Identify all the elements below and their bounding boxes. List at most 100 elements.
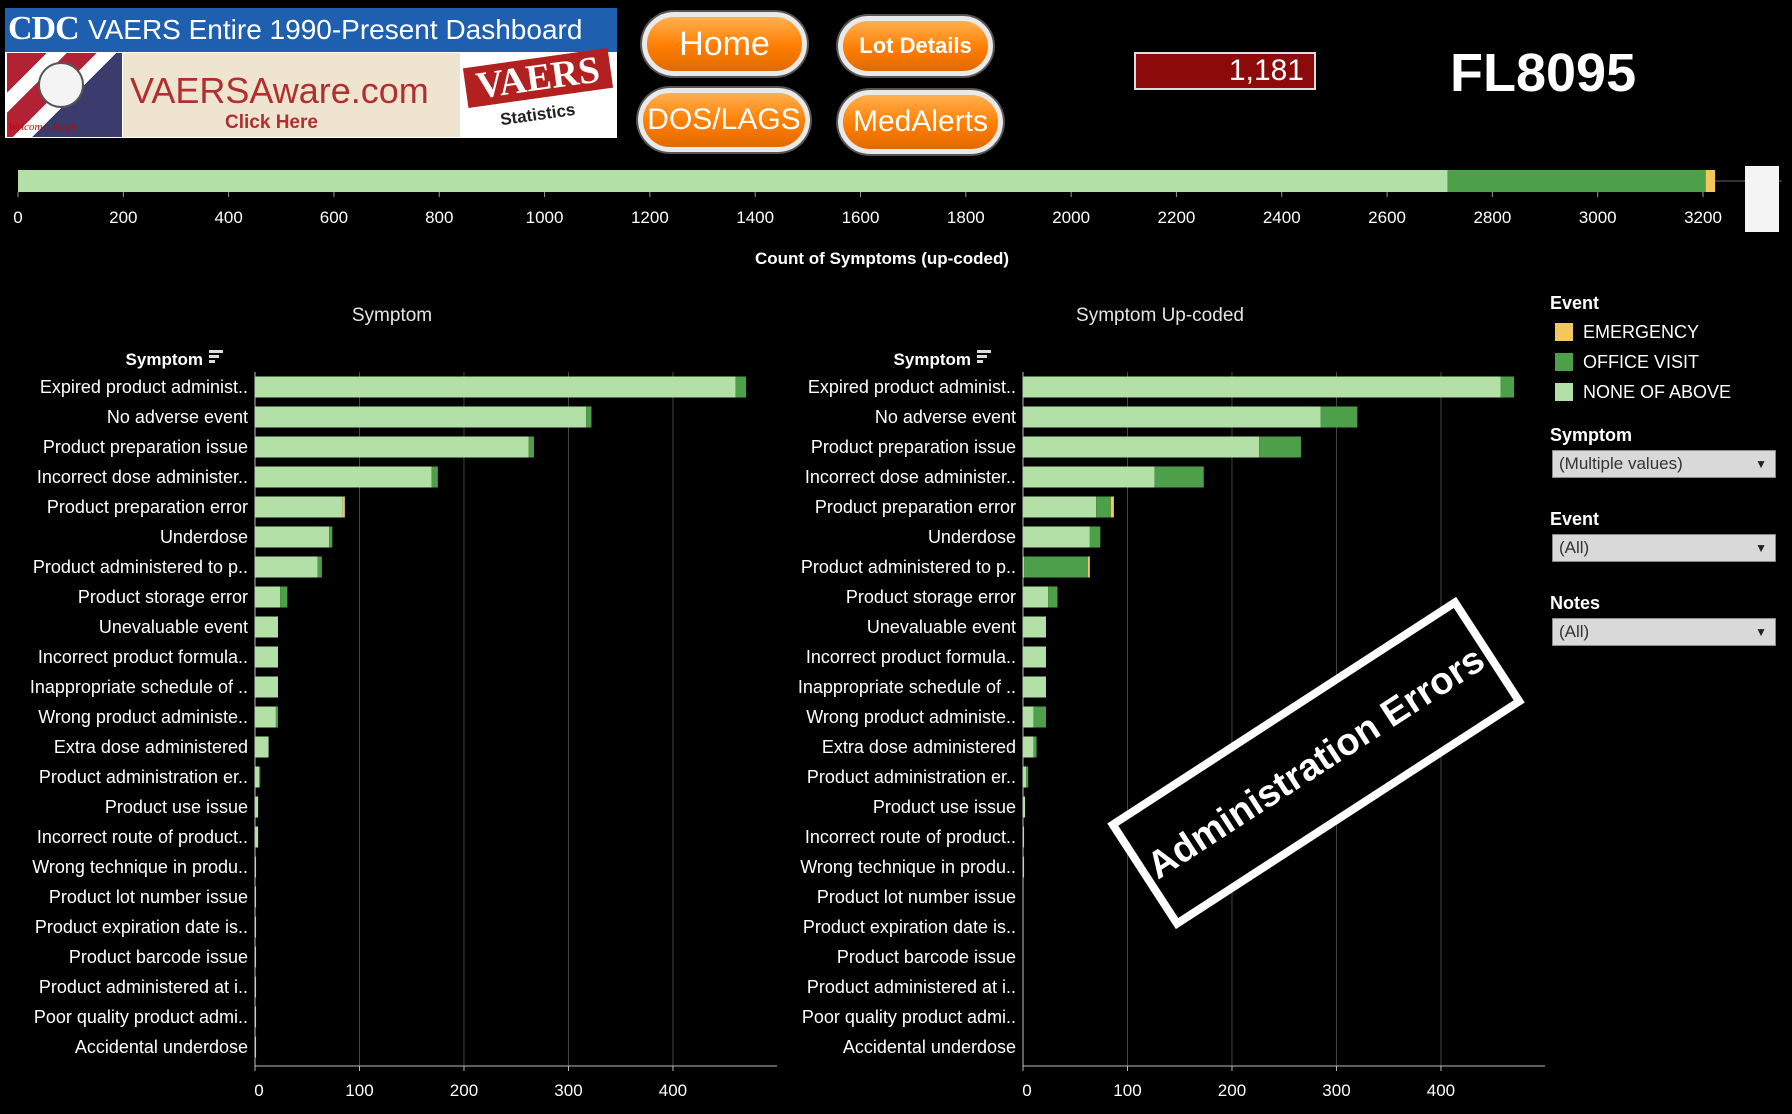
total-tick-label: 1600 (842, 208, 880, 227)
symptom-upcoded-category-label: Product barcode issue (837, 947, 1016, 967)
symptom-tick-label: 300 (554, 1081, 582, 1100)
total-tick-label: 400 (214, 208, 242, 227)
symptom-upcoded-category-label: Product administered to p.. (801, 557, 1016, 577)
chevron-down-icon[interactable]: ▼ (1755, 625, 1767, 639)
symptom-category-label: Underdose (160, 527, 248, 547)
total-tick-label: 1200 (631, 208, 669, 227)
symptom-upcoded-category-label: Wrong technique in produ.. (800, 857, 1016, 877)
symptom-bar-segment (259, 766, 261, 788)
home-button[interactable]: Home (642, 12, 807, 76)
symptom-bar-segment (255, 676, 278, 698)
total-axis-title: Count of Symptoms (up-coded) (755, 249, 1009, 268)
symptom-bar-segment (255, 916, 257, 938)
symptom-tick-label: 0 (254, 1081, 263, 1100)
total-tick-label: 200 (109, 208, 137, 227)
symptom-category-label: Wrong technique in produ.. (32, 857, 248, 877)
symptom-bar-segment (255, 586, 281, 608)
symptom-upcoded-category-label: Expired product administ.. (808, 377, 1016, 397)
total-tick-label: 800 (425, 208, 453, 227)
symptom-upcoded-category-label: Product storage error (846, 587, 1016, 607)
symptom-upcoded-bar-segment (1023, 676, 1046, 698)
symptom-upcoded-category-label: Incorrect route of product.. (805, 827, 1016, 847)
dos-lags-button[interactable]: DOS/LAGS (638, 88, 810, 152)
legend-item-none-of-above[interactable]: NONE OF ABOVE (1555, 382, 1731, 403)
symptom-upcoded-category-label: Product lot number issue (817, 887, 1016, 907)
legend-label-emergency: EMERGENCY (1583, 322, 1700, 342)
symptom-category-label: Product lot number issue (49, 887, 248, 907)
symptom-upcoded-bar-segment (1023, 376, 1501, 398)
symptom-upcoded-bar-segment (1026, 766, 1029, 788)
symptom-upcoded-tick-label: 0 (1022, 1081, 1031, 1100)
symptom-category-label: Wrong product administe.. (38, 707, 248, 727)
total-bar-segment-office-visit (1447, 170, 1706, 192)
symptom-upcoded-bar-segment (1023, 616, 1046, 638)
sort-icon-bar (209, 360, 215, 363)
total-tick-label: 2400 (1263, 208, 1301, 227)
medalerts-button[interactable]: MedAlerts (838, 90, 1003, 154)
symptom-bar-segment (735, 376, 747, 398)
symptom-tick-label: 400 (659, 1081, 687, 1100)
vaersaware-click-label[interactable]: Click Here (225, 112, 318, 133)
notes-filter-dropdown[interactable]: (All) ▼ (1552, 618, 1776, 646)
symptom-upcoded-bar-segment (1024, 556, 1088, 578)
symptom-bar-segment (255, 466, 432, 488)
symptom-category-label: Product expiration date is.. (35, 917, 248, 937)
symptom-filter-title: Symptom (1550, 425, 1633, 445)
symptom-upcoded-bar-segment (1023, 466, 1155, 488)
symptom-upcoded-bar-segment (1023, 436, 1260, 458)
symptom-upcoded-category-label: Product use issue (873, 797, 1016, 817)
total-tick-label: 2000 (1052, 208, 1090, 227)
symptom-category-label: Product administered to p.. (33, 557, 248, 577)
symptom-category-label: Product storage error (78, 587, 248, 607)
symptom-bar-segment (431, 466, 438, 488)
legend-label-none-of-above: NONE OF ABOVE (1583, 382, 1732, 402)
symptom-bar-segment (342, 496, 345, 518)
symptom-bar-segment (255, 436, 529, 458)
sort-icon-bar (209, 350, 223, 353)
event-filter-dropdown[interactable]: (All) ▼ (1552, 534, 1776, 562)
symptom-upcoded-category-label: Product administered at i.. (807, 977, 1016, 997)
symptom-category-label: Extra dose administered (54, 737, 248, 757)
vaersaware-name[interactable]: VAERSAware.com (130, 70, 429, 111)
sort-icon-bar (977, 350, 991, 353)
lot-number: FL8095 (1450, 43, 1637, 103)
event-legend-title: Event (1550, 293, 1600, 313)
vaersaware-link[interactable] (123, 53, 460, 137)
symptom-bar-segment (255, 616, 278, 638)
eagle-icon (38, 62, 84, 108)
symptom-upcoded-category-label: Incorrect product formula.. (806, 647, 1016, 667)
symptom-bar-segment (255, 1036, 257, 1058)
symptom-upcoded-bar-segment (1023, 766, 1027, 788)
symptom-upcoded-category-label: Wrong product administe.. (806, 707, 1016, 727)
chevron-down-icon[interactable]: ▼ (1755, 457, 1767, 471)
symptom-upcoded-category-label: Product preparation issue (811, 437, 1016, 457)
symptom-upcoded-category-label: No adverse event (875, 407, 1016, 427)
symptom-upcoded-bar-segment (1023, 406, 1321, 428)
symptom-bar-segment (255, 736, 269, 758)
symptom-tick-label: 100 (345, 1081, 373, 1100)
symptom-upcoded-bar-segment (1259, 436, 1301, 458)
symptom-upcoded-category-label: Extra dose administered (822, 737, 1016, 757)
total-tick-label: 3000 (1579, 208, 1617, 227)
legend-item-emergency[interactable]: EMERGENCY (1555, 322, 1699, 343)
symptom-filter-dropdown[interactable]: (Multiple values) ▼ (1552, 450, 1776, 478)
symptom-bar-segment (255, 526, 330, 548)
total-tick-label: 2600 (1368, 208, 1406, 227)
lot-details-button[interactable]: Lot Details (838, 16, 993, 76)
symptom-upcoded-bar-segment (1048, 586, 1058, 608)
event-filter-value: (All) (1559, 538, 1590, 557)
symptom-category-label: Incorrect product formula.. (38, 647, 248, 667)
legend-item-office-visit[interactable]: OFFICE VISIT (1555, 352, 1699, 373)
symptom-upcoded-category-label: Product administration er.. (807, 767, 1016, 787)
symptom-upcoded-bar-segment (1023, 526, 1090, 548)
total-scroll-handle (1745, 166, 1779, 232)
report-count: 1,181 (1134, 52, 1316, 90)
symptom-category-label: No adverse event (107, 407, 248, 427)
chevron-down-icon[interactable]: ▼ (1755, 541, 1767, 555)
symptom-bar-segment (255, 1006, 257, 1028)
sort-icon-bar (209, 355, 219, 358)
eagle-caption: Welcome, Eagle (8, 121, 79, 133)
legend-swatch-none-of-above (1555, 383, 1573, 401)
symptom-upcoded-category-label: Underdose (928, 527, 1016, 547)
